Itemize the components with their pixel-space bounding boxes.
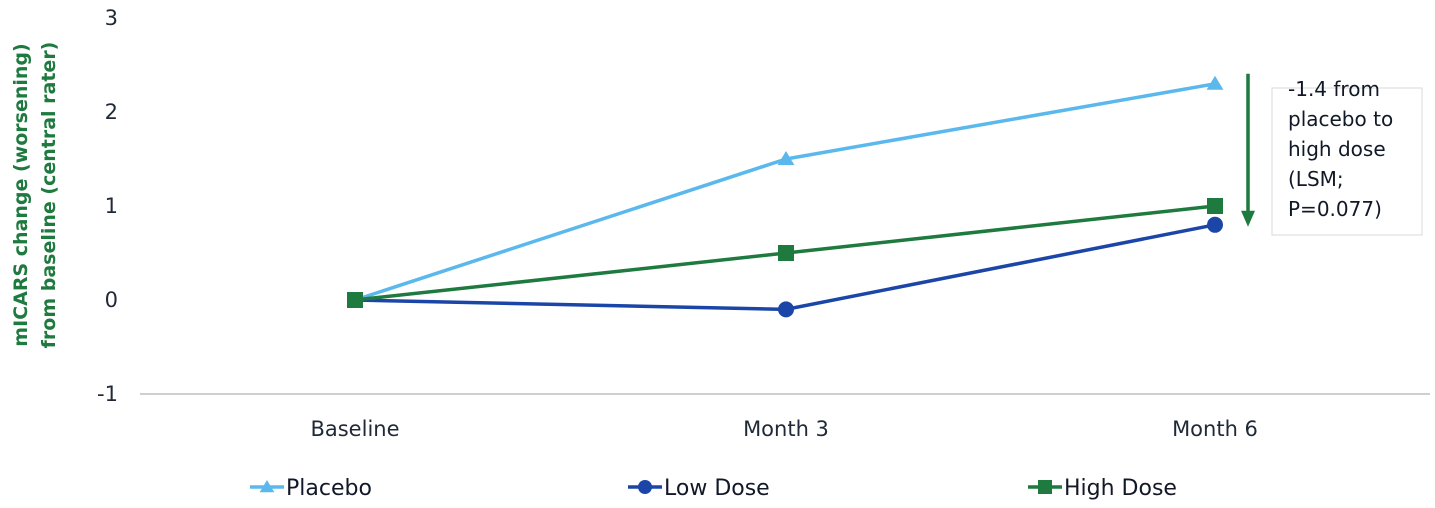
data-point xyxy=(777,151,795,165)
difference-arrow-head xyxy=(1241,210,1255,227)
x-tick-label: Baseline xyxy=(310,417,399,441)
axes: -1 0 1 2 3 Baseline Month 3 Month 6 xyxy=(97,6,1430,441)
legend-item-low-dose: Low Dose xyxy=(628,476,770,501)
series-markers-high-dose xyxy=(347,198,1223,308)
annotation: -1.4 from placebo to high dose (LSM; P=0.077… xyxy=(1241,73,1423,236)
y-tick-label: 2 xyxy=(105,100,118,124)
legend-item-placebo: Placebo xyxy=(250,476,372,501)
annotation-line: placebo to xyxy=(1288,107,1393,131)
legend-label: Placebo xyxy=(286,476,372,501)
series-line xyxy=(354,223,1216,312)
series-low-dose xyxy=(354,223,1216,312)
legend: Placebo Low Dose High Dose xyxy=(250,476,1177,501)
data-point xyxy=(1207,198,1223,214)
y-tick-label: 3 xyxy=(105,6,118,30)
y-axis-title-line-1: mICARS change (worsening) xyxy=(10,43,32,346)
data-point xyxy=(1206,75,1224,90)
x-tick-label: Month 6 xyxy=(1172,417,1258,441)
data-point xyxy=(1207,216,1223,233)
annotation-box xyxy=(1271,87,1423,236)
y-tick-label: 1 xyxy=(105,194,118,218)
legend-label: Low Dose xyxy=(664,476,770,501)
series-group xyxy=(346,75,1224,318)
y-axis-title-line-2: from baseline (central rater) xyxy=(38,42,60,349)
annotation-line: (LSM; xyxy=(1288,167,1344,191)
series-line xyxy=(354,82,1216,302)
legend-marker xyxy=(259,480,275,493)
data-point xyxy=(778,245,794,261)
data-point xyxy=(347,292,363,308)
data-point xyxy=(778,301,794,318)
annotation-line: high dose xyxy=(1288,137,1386,161)
annotation-line: P=0.077) xyxy=(1288,197,1382,221)
y-axis-title: mICARS change (worsening) from baseline … xyxy=(10,42,60,349)
y-tick-label: 0 xyxy=(105,288,118,312)
y-tick-label: -1 xyxy=(97,382,118,406)
legend-label: High Dose xyxy=(1064,476,1177,501)
legend-item-high-dose: High Dose xyxy=(1028,476,1177,501)
annotation-line: -1.4 from xyxy=(1288,77,1380,101)
legend-marker xyxy=(1038,480,1052,494)
legend-marker xyxy=(638,480,652,494)
x-tick-label: Month 3 xyxy=(743,417,829,441)
series-markers-placebo xyxy=(346,75,1224,306)
series-placebo xyxy=(354,82,1216,302)
